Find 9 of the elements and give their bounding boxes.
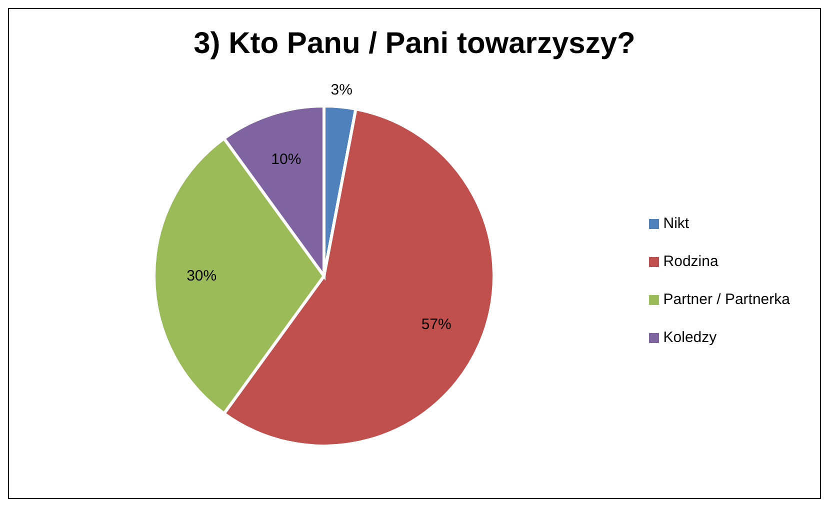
legend-label: Partner / Partnerka <box>663 291 790 308</box>
data-label: 30% <box>186 268 217 284</box>
data-label: 10% <box>271 151 302 168</box>
data-label: 3% <box>330 81 352 98</box>
legend-label: Koledzy <box>663 329 717 346</box>
legend-label: Nikt <box>663 215 690 232</box>
legend-label: Rodzina <box>663 253 718 270</box>
chart-title: 3) Kto Panu / Pani towarzyszy? <box>192 27 636 62</box>
data-label: 57% <box>421 316 452 334</box>
